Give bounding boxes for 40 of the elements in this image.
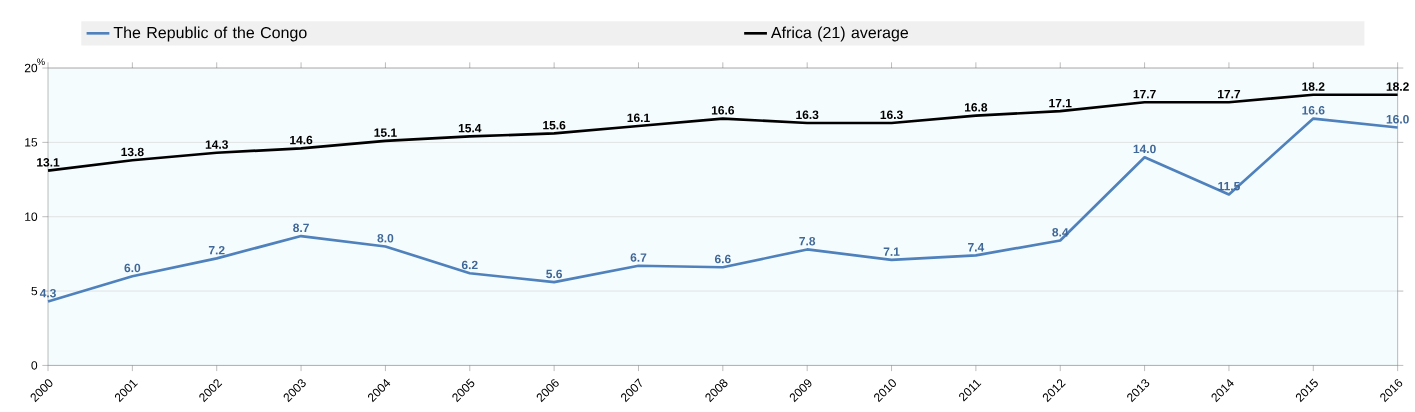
data-label: 6.6	[714, 254, 731, 264]
data-label: 17.7	[1218, 89, 1241, 99]
data-label: 14.0	[1133, 144, 1156, 154]
data-label: 15.4	[458, 123, 482, 133]
data-label: 16.6	[711, 106, 735, 115]
data-label: 16.6	[1302, 106, 1325, 115]
data-label: 18.2	[1386, 82, 1409, 91]
data-label: 4.3	[39, 288, 56, 298]
data-label: 6.2	[461, 260, 478, 270]
data-label: 13.8	[121, 147, 144, 157]
data-label: 8.7	[293, 223, 309, 233]
data-label: 17.7	[1133, 89, 1156, 99]
y-tick-label: 15	[25, 138, 38, 147]
y-tick-label: 5	[31, 286, 38, 296]
data-label: 15.6	[543, 120, 566, 130]
data-label: 18.2	[1302, 82, 1325, 91]
data-label: 6.7	[630, 253, 647, 262]
data-label: 6.0	[124, 263, 141, 273]
data-label: 14.6	[290, 135, 313, 145]
legend-label: Africa (21) average	[770, 26, 909, 42]
data-label: 7.8	[799, 236, 816, 246]
data-label: 16.3	[796, 110, 819, 119]
y-tick-label: 0	[31, 361, 38, 370]
data-label: 7.2	[208, 245, 225, 255]
data-label: 16.0	[1386, 114, 1409, 124]
data-label: 17.1	[1049, 98, 1072, 108]
data-label: 16.1	[627, 113, 650, 122]
y-axis-title: %	[37, 58, 45, 66]
data-label: 14.3	[205, 140, 228, 149]
data-label: 7.1	[883, 247, 900, 256]
data-label: 5.6	[546, 269, 563, 279]
y-tick-label: 10	[25, 212, 38, 221]
data-label: 8.0	[377, 233, 394, 243]
data-label: 16.3	[880, 110, 903, 119]
y-tick-label: 20	[24, 63, 38, 73]
data-label: 15.1	[374, 128, 397, 137]
data-label: 16.8	[964, 103, 988, 112]
data-label: 13.1	[37, 158, 60, 167]
legend-label: The Republic of the Congo	[113, 26, 307, 42]
data-label: 7.4	[968, 243, 985, 252]
